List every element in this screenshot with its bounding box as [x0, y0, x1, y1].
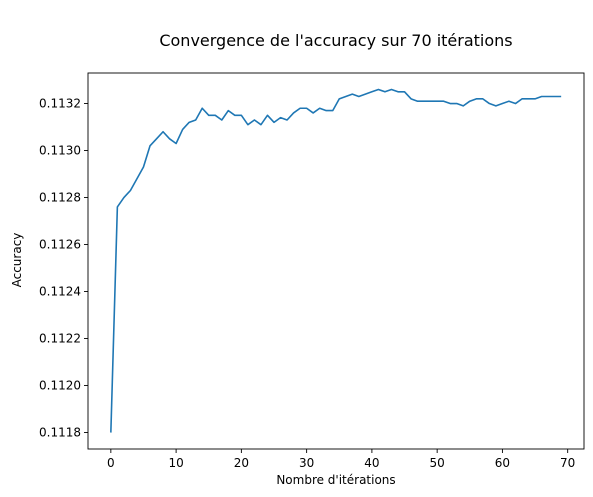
x-tick-label: 0 — [107, 456, 115, 470]
y-tick-label: 0.1130 — [39, 144, 81, 158]
y-tick-label: 0.1128 — [39, 191, 81, 205]
x-tick-label: 10 — [168, 456, 183, 470]
y-axis-label: Accuracy — [10, 233, 24, 288]
x-tick-label: 60 — [495, 456, 510, 470]
chart-title: Convergence de l'accuracy sur 70 itérati… — [159, 31, 512, 50]
axes-frame — [87, 72, 585, 450]
y-tick-label: 0.1120 — [39, 379, 81, 393]
y-tick-label: 0.1118 — [39, 426, 81, 440]
y-tick-label: 0.1126 — [39, 238, 81, 252]
series-line-0 — [110, 88, 562, 433]
plot-area — [87, 72, 585, 450]
x-tick-label: 50 — [430, 456, 445, 470]
y-tick-label: 0.1122 — [39, 332, 81, 346]
y-tick-label: 0.1132 — [39, 97, 81, 111]
x-axis-label: Nombre d'itérations — [276, 473, 395, 487]
x-tick-label: 40 — [364, 456, 379, 470]
y-axis-ticks: 0.1118 0.1120 0.1122 0.1124 0.1126 0.1128 0.11… — [39, 97, 88, 440]
y-tick-label: 0.1124 — [39, 285, 81, 299]
x-tick-label: 20 — [234, 456, 249, 470]
x-tick-label: 70 — [560, 456, 575, 470]
x-tick-label: 30 — [299, 456, 314, 470]
x-axis-ticks: 0 10 20 30 40 50 60 70 — [107, 449, 575, 470]
